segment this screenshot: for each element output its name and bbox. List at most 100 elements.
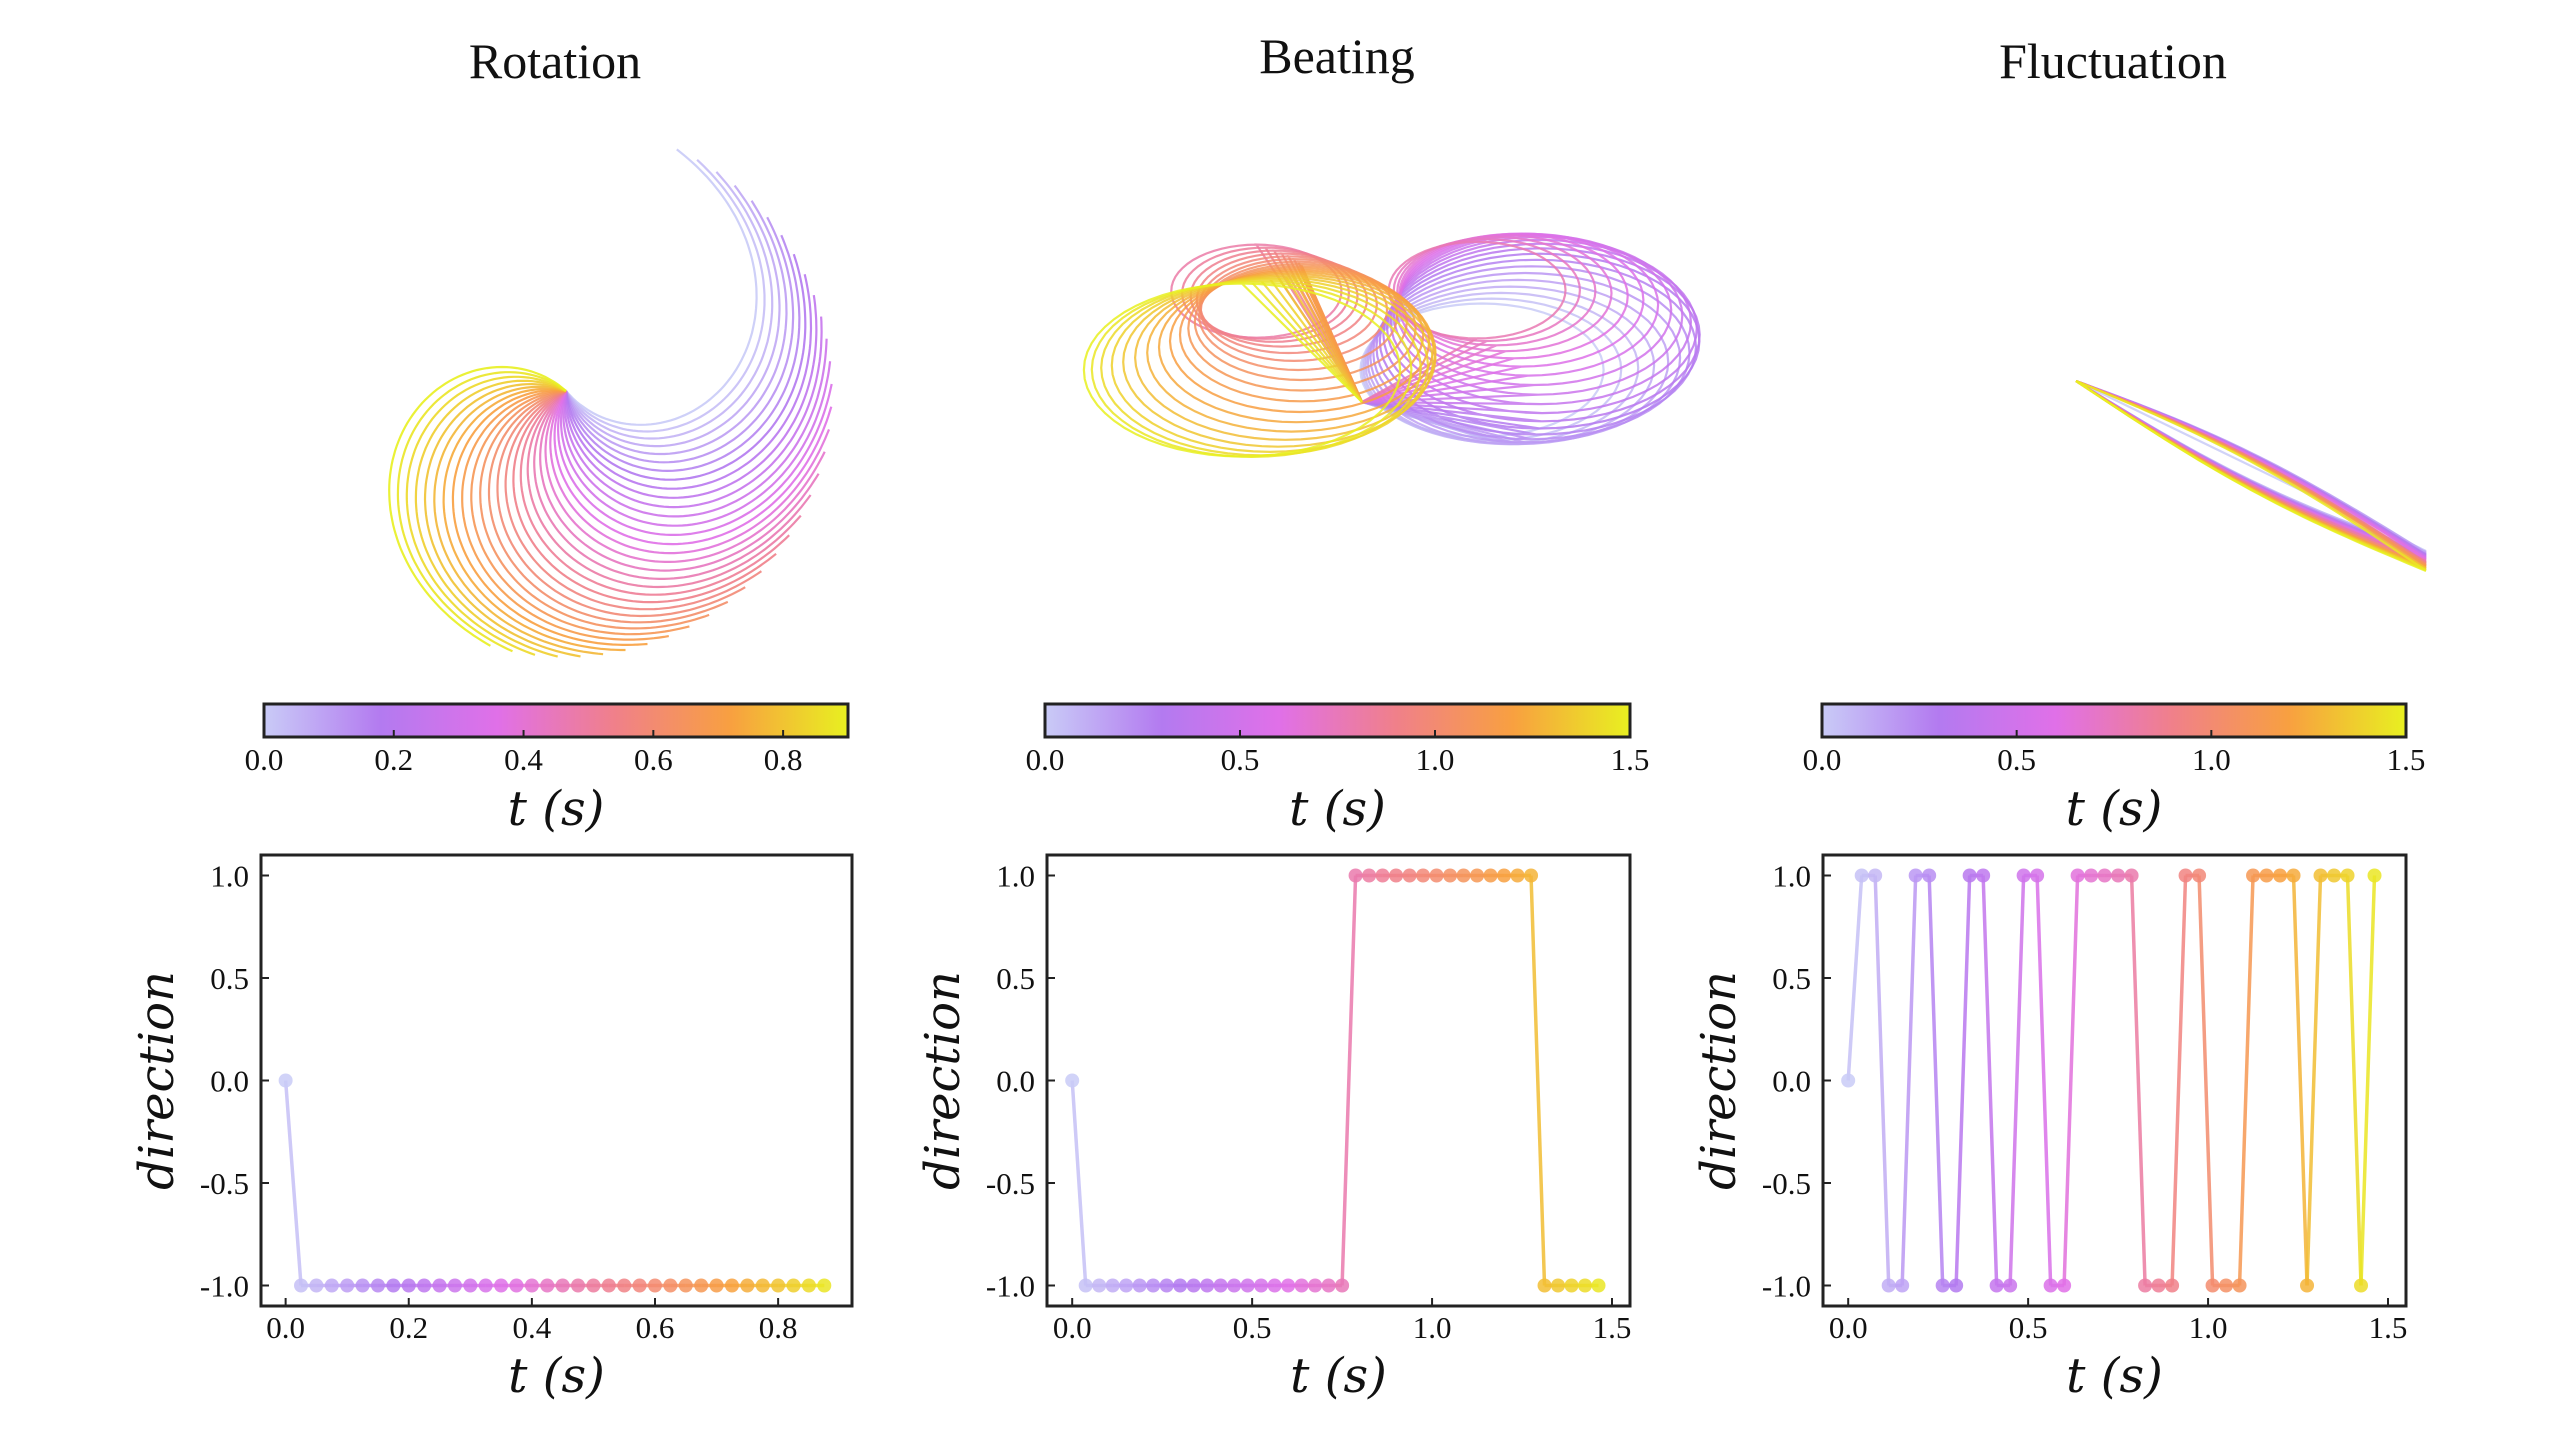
rotation-filament (564, 216, 795, 464)
rotation-filament (396, 371, 567, 653)
colorbar-tick-label: 0.5 (1221, 742, 1260, 777)
x-tick-label: 0.0 (1053, 1310, 1092, 1345)
data-point (1078, 1278, 1093, 1293)
data-point (1416, 868, 1431, 883)
colorbar-tick-label: 1.5 (1611, 742, 1650, 777)
rotation-filament (388, 365, 567, 647)
data-point (355, 1278, 370, 1293)
data-point (2178, 868, 2193, 883)
data-point (2232, 1278, 2247, 1293)
data-point (401, 1278, 416, 1293)
data-point (1564, 1278, 1579, 1293)
series-segment (2237, 875, 2255, 1286)
series-segment (2008, 875, 2026, 1286)
y-tick-label: -0.5 (986, 1166, 1035, 1201)
data-point (2246, 868, 2261, 883)
data-point (2084, 868, 2099, 883)
data-point (2313, 868, 2328, 883)
data-point (1200, 1278, 1215, 1293)
data-point (1389, 868, 1404, 883)
rotation-filament (539, 390, 820, 572)
x-tick-label: 1.0 (1413, 1310, 1452, 1345)
data-point (1308, 1278, 1323, 1293)
series-segment (1954, 875, 1972, 1286)
data-point (1321, 1278, 1336, 1293)
rotation-filament (479, 389, 710, 630)
x-tick-label: 0.0 (1829, 1310, 1868, 1345)
rotation-filament (564, 253, 807, 481)
title-beating: Beating (1259, 28, 1415, 84)
x-tick-label: 1.5 (1593, 1310, 1632, 1345)
rotation-filament (544, 390, 826, 563)
rotation-filament (565, 159, 766, 433)
series-segment (2035, 875, 2053, 1286)
y-tick-label: 1.0 (996, 859, 1035, 894)
data-point (1854, 868, 1869, 883)
data-point (1841, 1073, 1856, 1088)
data-point (478, 1278, 493, 1293)
data-point (1591, 1278, 1606, 1293)
data-point (340, 1278, 355, 1293)
data-point (2057, 1278, 2072, 1293)
rotation-filament (451, 389, 648, 646)
data-point (1173, 1278, 1188, 1293)
x-tick-label: 0.0 (266, 1310, 305, 1345)
series-segment (2197, 875, 2215, 1286)
y-tick-label: -0.5 (1762, 1166, 1811, 1201)
data-point (524, 1278, 539, 1293)
y-tick-label: 0.5 (210, 961, 249, 996)
data-point (601, 1278, 616, 1293)
data-point (1895, 1278, 1910, 1293)
data-point (386, 1278, 401, 1293)
data-point (1335, 1278, 1350, 1293)
data-point (2340, 868, 2355, 883)
rotation-filament (470, 389, 690, 636)
data-point (1186, 1278, 1201, 1293)
data-point (1962, 868, 1977, 883)
data-point (2327, 868, 2342, 883)
rotation-filament (512, 390, 777, 604)
plot-frame (1821, 853, 2408, 1308)
data-point (2097, 868, 2112, 883)
beating-filament (1168, 269, 1431, 414)
beating-filament (1146, 272, 1437, 433)
x-tick-label: 0.5 (2009, 1310, 2048, 1345)
data-point (1227, 1278, 1242, 1293)
y-tick-label: 1.0 (1772, 859, 1811, 894)
rotation-filament (496, 389, 746, 618)
colorbar-tick-label: 0.5 (1997, 742, 2036, 777)
y-tick-label: -1.0 (1762, 1269, 1811, 1304)
rotation-filament (563, 316, 823, 509)
data-point (1402, 868, 1417, 883)
data-point (678, 1278, 693, 1293)
data-point (632, 1278, 647, 1293)
rotation-filament (461, 389, 669, 641)
data-point (1578, 1278, 1593, 1293)
rotation-filament (564, 234, 801, 473)
data-point (2070, 868, 2085, 883)
rotation-filament (533, 390, 812, 580)
series-segment (2129, 875, 2147, 1286)
y-tick-label: 0.0 (1772, 1064, 1811, 1099)
data-point (709, 1278, 724, 1293)
trajectory-panels (388, 148, 2427, 658)
data-point (786, 1278, 801, 1293)
series-segment (2291, 875, 2309, 1286)
data-point (1240, 1278, 1255, 1293)
rotation-filament (423, 382, 581, 658)
plot-frame (259, 853, 854, 1308)
data-point (555, 1278, 570, 1293)
data-point (2259, 868, 2274, 883)
rotation-filament (556, 383, 833, 536)
data-point (1254, 1278, 1269, 1293)
colorbar (1820, 702, 2408, 739)
series-segment (1927, 875, 1945, 1286)
x-tick-label: 1.5 (2369, 1310, 2408, 1345)
x-axis-label: t (s) (2066, 1348, 2163, 1404)
data-point (663, 1278, 678, 1293)
y-tick-label: -1.0 (200, 1269, 249, 1304)
series-segment (1340, 875, 1358, 1286)
x-axis-label: t (s) (1290, 1348, 1387, 1404)
data-point (278, 1073, 293, 1088)
y-axis-label: direction (129, 971, 185, 1190)
